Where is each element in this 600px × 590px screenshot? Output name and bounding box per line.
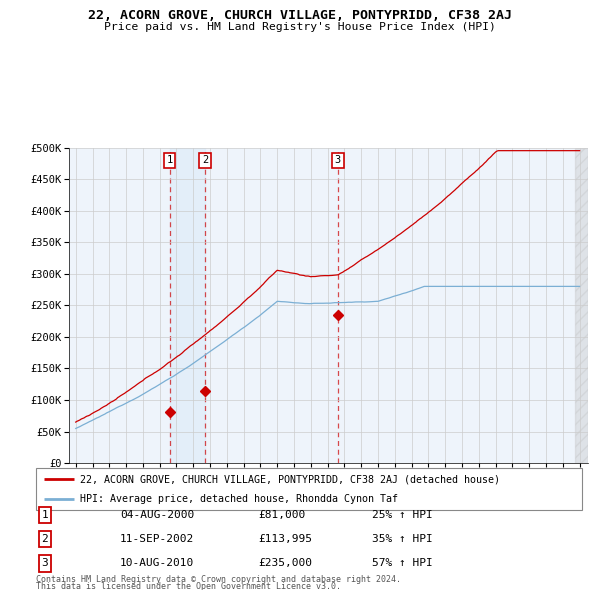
Bar	[575, 148, 588, 463]
Text: This data is licensed under the Open Government Licence v3.0.: This data is licensed under the Open Gov…	[36, 582, 341, 590]
Text: 2: 2	[41, 535, 49, 544]
Text: 1: 1	[41, 510, 49, 520]
Text: 57% ↑ HPI: 57% ↑ HPI	[372, 559, 433, 568]
Text: 1: 1	[166, 155, 173, 165]
FancyBboxPatch shape	[36, 468, 582, 510]
Text: Price paid vs. HM Land Registry's House Price Index (HPI): Price paid vs. HM Land Registry's House …	[104, 22, 496, 32]
Text: 3: 3	[335, 155, 341, 165]
Text: 25% ↑ HPI: 25% ↑ HPI	[372, 510, 433, 520]
Text: 11-SEP-2002: 11-SEP-2002	[120, 535, 194, 544]
Text: 35% ↑ HPI: 35% ↑ HPI	[372, 535, 433, 544]
Text: 22, ACORN GROVE, CHURCH VILLAGE, PONTYPRIDD, CF38 2AJ (detached house): 22, ACORN GROVE, CHURCH VILLAGE, PONTYPR…	[80, 474, 500, 484]
Text: £235,000: £235,000	[258, 559, 312, 568]
Text: 04-AUG-2000: 04-AUG-2000	[120, 510, 194, 520]
Text: 3: 3	[41, 559, 49, 568]
Text: £81,000: £81,000	[258, 510, 305, 520]
Text: £113,995: £113,995	[258, 535, 312, 544]
Text: HPI: Average price, detached house, Rhondda Cynon Taf: HPI: Average price, detached house, Rhon…	[80, 494, 398, 504]
Text: 22, ACORN GROVE, CHURCH VILLAGE, PONTYPRIDD, CF38 2AJ: 22, ACORN GROVE, CHURCH VILLAGE, PONTYPR…	[88, 9, 512, 22]
Bar	[170, 148, 205, 463]
Text: Contains HM Land Registry data © Crown copyright and database right 2024.: Contains HM Land Registry data © Crown c…	[36, 575, 401, 585]
Text: 10-AUG-2010: 10-AUG-2010	[120, 559, 194, 568]
Text: 2: 2	[202, 155, 208, 165]
